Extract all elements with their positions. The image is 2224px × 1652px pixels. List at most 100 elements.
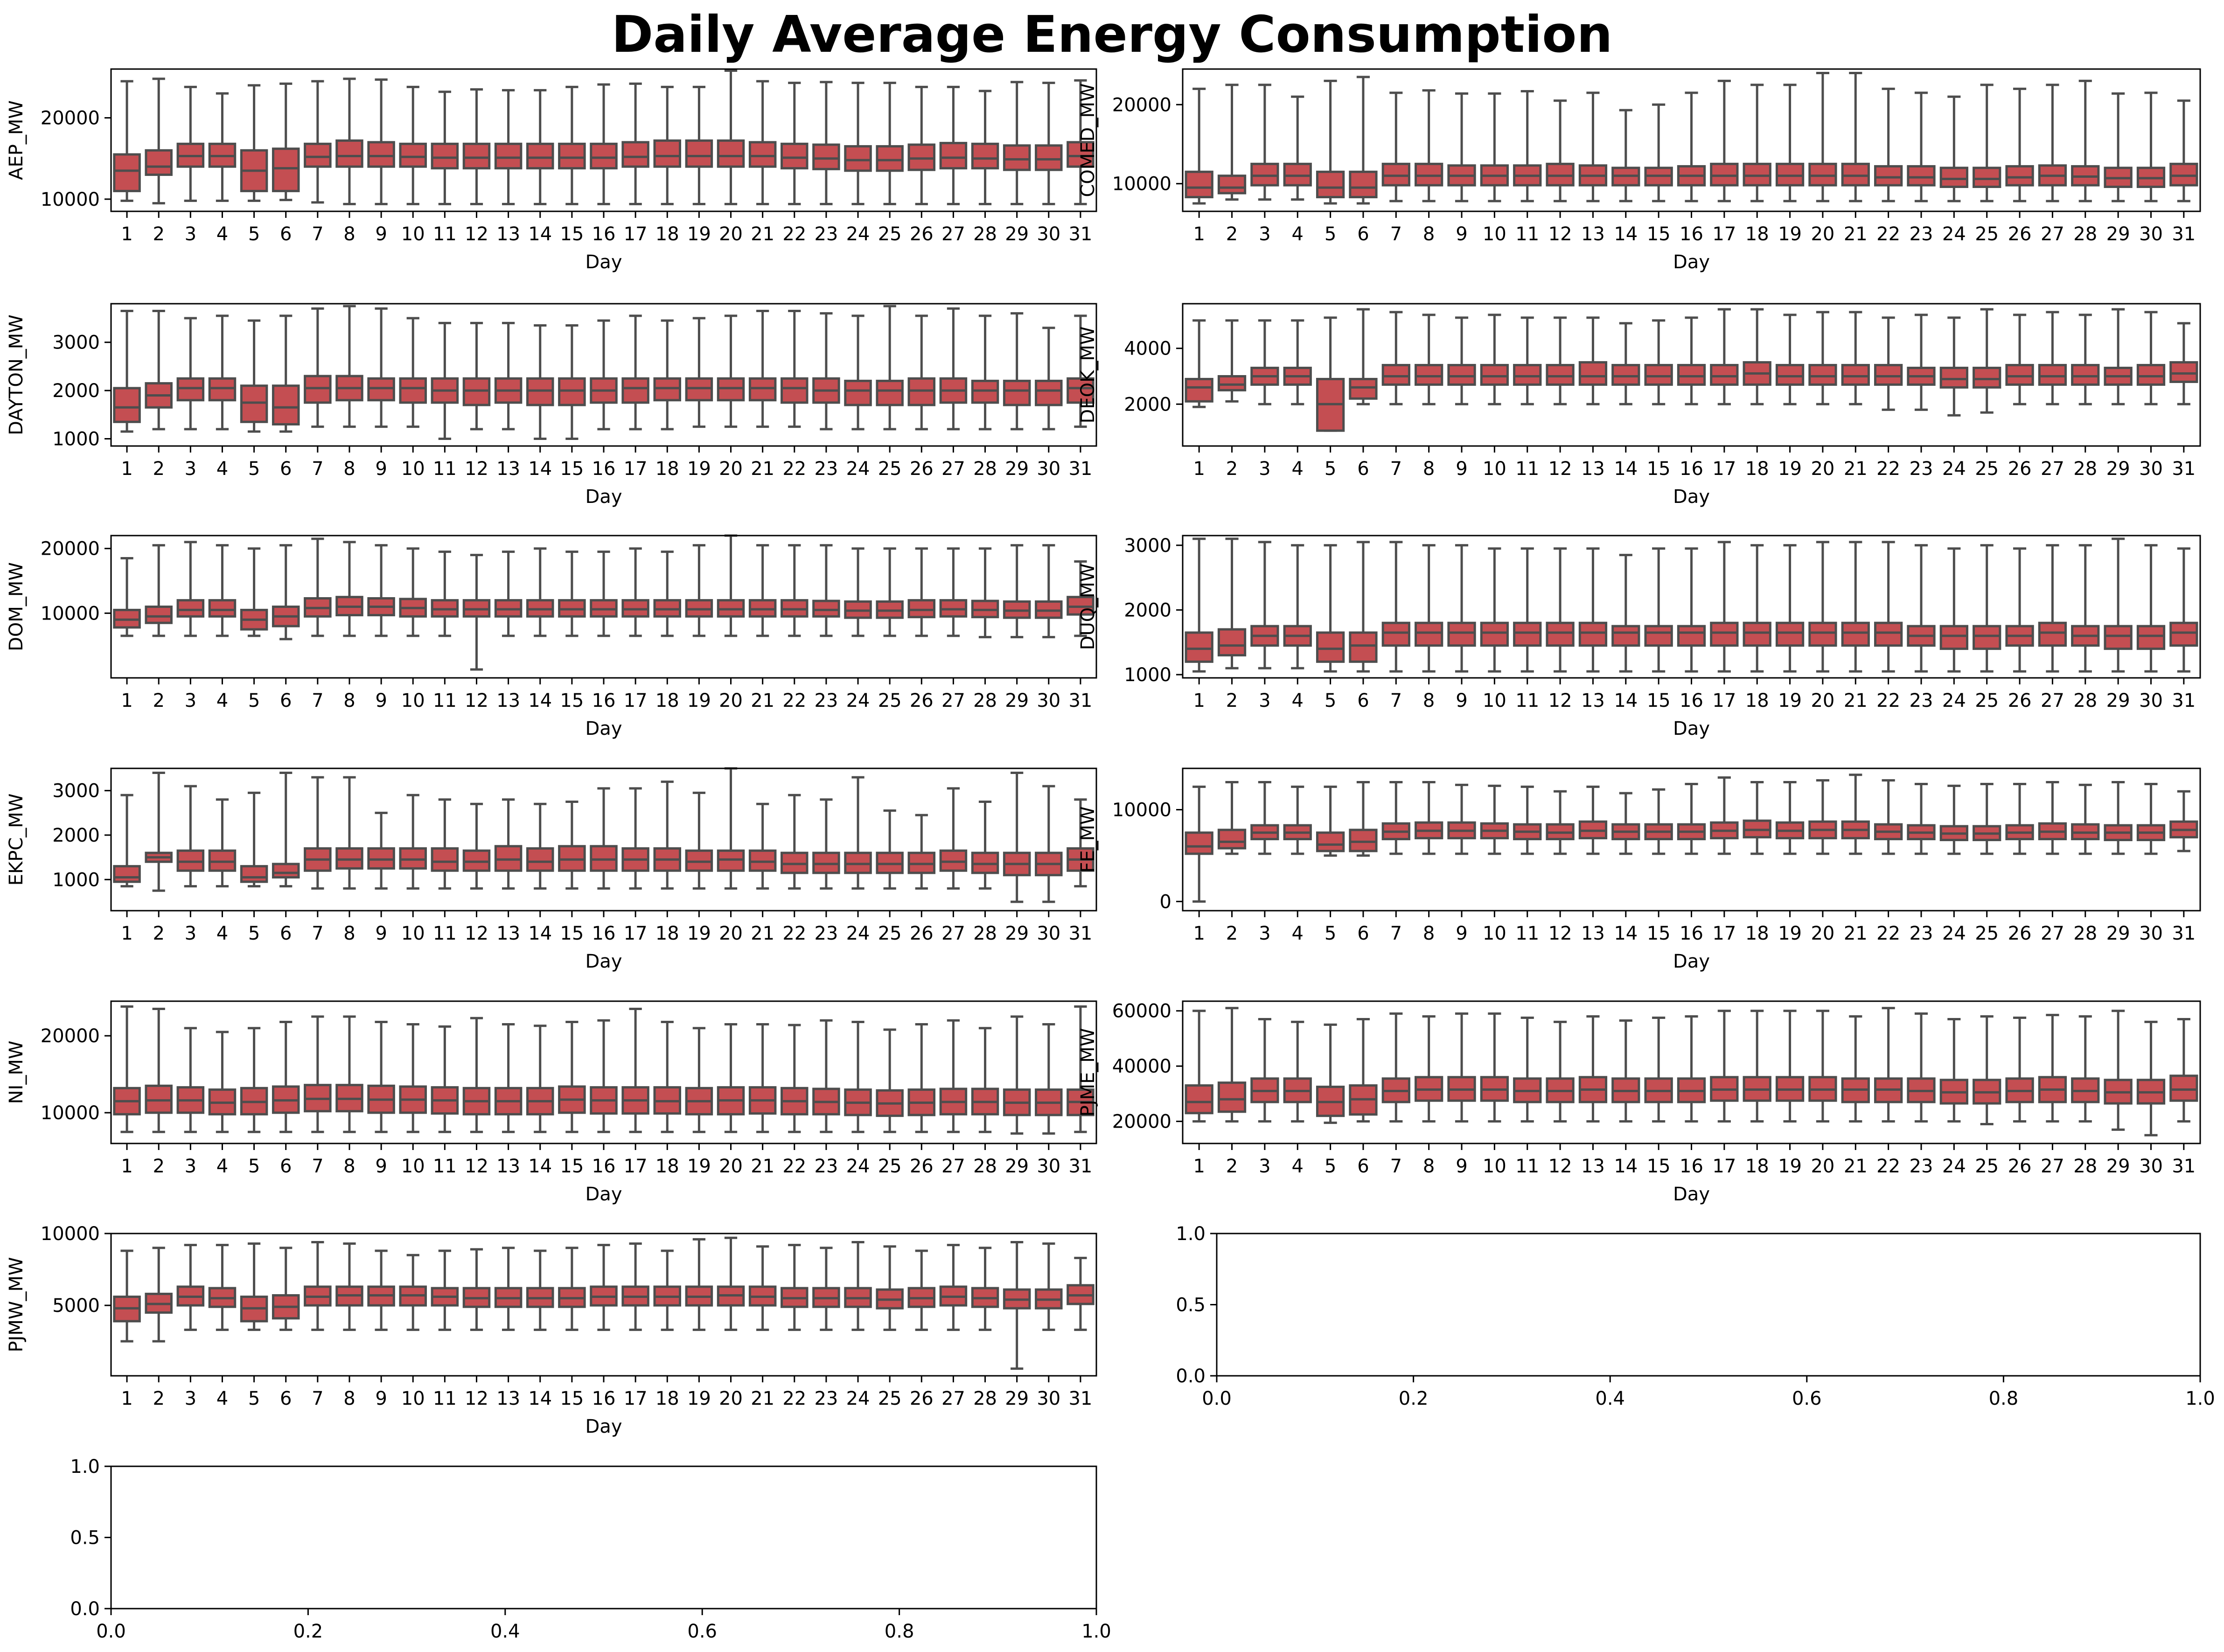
box-1 <box>113 1005 141 1133</box>
box-20 <box>717 69 745 205</box>
x-tick-label: 5 <box>248 923 260 944</box>
x-tick-label: 11 <box>433 1156 457 1177</box>
x-tick-label: 9 <box>375 1156 387 1177</box>
x-tick-label: 27 <box>2041 923 2064 944</box>
box-31 <box>2169 322 2198 405</box>
x-tick-label: 17 <box>1712 923 1736 944</box>
box-iqr <box>1217 174 1247 195</box>
box-6 <box>1349 308 1378 405</box>
x-tick-label: 11 <box>1515 923 1539 944</box>
box-20 <box>717 767 745 890</box>
x-tick-label: 1.0 <box>2185 1388 2215 1409</box>
x-tick-label: 28 <box>973 223 997 245</box>
box-29 <box>2104 1010 2133 1131</box>
x-tick-label: 9 <box>375 923 387 944</box>
box-15 <box>1644 319 1673 405</box>
box-18 <box>653 319 682 431</box>
x-tick-label: 10 <box>401 923 425 944</box>
x-tick-label: 8 <box>343 223 355 245</box>
box-5 <box>240 547 268 637</box>
box-22 <box>781 1024 809 1133</box>
x-tick-label: 25 <box>1975 690 1999 711</box>
box-29 <box>2104 537 2133 673</box>
x-tick-label: 13 <box>1581 458 1605 480</box>
box-iqr <box>1841 364 1870 386</box>
x-tick-label: 7 <box>312 690 323 711</box>
box-17 <box>621 787 649 890</box>
x-tick-label: 31 <box>1068 923 1092 944</box>
box-iqr <box>462 142 491 170</box>
x-tick-label: 4 <box>216 458 228 480</box>
x-tick-label: 6 <box>1357 458 1369 480</box>
x-axis-label: Day <box>586 1416 622 1437</box>
box-iqr <box>1808 162 1837 187</box>
box-4 <box>208 92 237 202</box>
x-axis-label: Day <box>1673 251 1710 273</box>
box-22 <box>1874 779 1903 855</box>
x-tick-label: 18 <box>1745 923 1769 944</box>
x-tick-label: 1 <box>121 690 132 711</box>
box-13 <box>1578 1015 1608 1123</box>
box-iqr <box>717 377 745 402</box>
x-tick-label: 25 <box>878 223 902 245</box>
box-23 <box>1907 782 1936 855</box>
y-tick-label: 20000 <box>1112 94 1171 116</box>
box-iqr <box>685 139 713 168</box>
subplot-11: 1 2 3 4 5 6 7 8 9 10 11 12 13 14 15 16 17 18 19 20 21 22 23 24 2… <box>6 1223 1097 1437</box>
x-tick-label: 4 <box>216 923 228 944</box>
x-tick-label: 9 <box>375 1388 387 1409</box>
box-10 <box>399 317 427 428</box>
box-iqr <box>1710 162 1739 187</box>
box-14 <box>526 89 554 205</box>
box-25 <box>1973 1015 2001 1126</box>
box-5 <box>1316 316 1345 432</box>
x-tick-label: 2 <box>1226 223 1238 245</box>
x-tick-label: 14 <box>528 1156 552 1177</box>
box-14 <box>526 1249 554 1331</box>
box-iqr <box>1611 364 1640 386</box>
box-iqr <box>1578 621 1608 647</box>
box-5 <box>1316 1023 1345 1124</box>
box-4 <box>1283 319 1312 405</box>
x-tick-label: 2 <box>1226 1156 1238 1177</box>
x-tick-label: 0.8 <box>1989 1388 2019 1409</box>
box-30 <box>2136 311 2166 405</box>
box-19 <box>685 85 713 205</box>
x-tick-label: 11 <box>1515 223 1539 245</box>
box-5 <box>1316 79 1345 205</box>
x-tick-label: 6 <box>280 1156 292 1177</box>
y-axis-label: DUQ_MW <box>1077 564 1099 650</box>
x-tick-label: 14 <box>528 690 552 711</box>
box-iqr <box>971 379 999 404</box>
x-tick-label: 30 <box>2139 223 2163 245</box>
y-axis-label: DOM_MW <box>6 562 27 651</box>
box-11 <box>431 551 459 637</box>
x-tick-label: 9 <box>375 458 387 480</box>
x-tick-label: 11 <box>433 690 457 711</box>
x-tick-label: 1 <box>121 1156 132 1177</box>
box-iqr <box>335 139 363 168</box>
x-tick-label: 7 <box>312 223 323 245</box>
box-7 <box>304 1015 332 1133</box>
box-16 <box>1677 1015 1706 1123</box>
x-tick-label: 10 <box>401 458 425 480</box>
box-iqr <box>1316 631 1345 663</box>
x-tick-label: 31 <box>1068 223 1092 245</box>
box-30 <box>1035 544 1063 639</box>
box-20 <box>1808 1010 1837 1123</box>
box-iqr <box>1316 170 1345 198</box>
x-tick-label: 8 <box>1423 690 1435 711</box>
box-24 <box>1939 547 1968 673</box>
x-tick-label: 19 <box>1778 458 1802 480</box>
box-22 <box>781 310 809 428</box>
box-iqr <box>1003 144 1031 171</box>
box-iqr <box>1185 377 1213 403</box>
box-28 <box>971 1027 999 1133</box>
x-tick-label: 13 <box>496 223 520 245</box>
box-17 <box>1710 1010 1739 1123</box>
box-10 <box>1480 92 1509 202</box>
box-iqr <box>1677 625 1706 647</box>
box-2 <box>1217 84 1247 201</box>
box-26 <box>907 85 936 205</box>
